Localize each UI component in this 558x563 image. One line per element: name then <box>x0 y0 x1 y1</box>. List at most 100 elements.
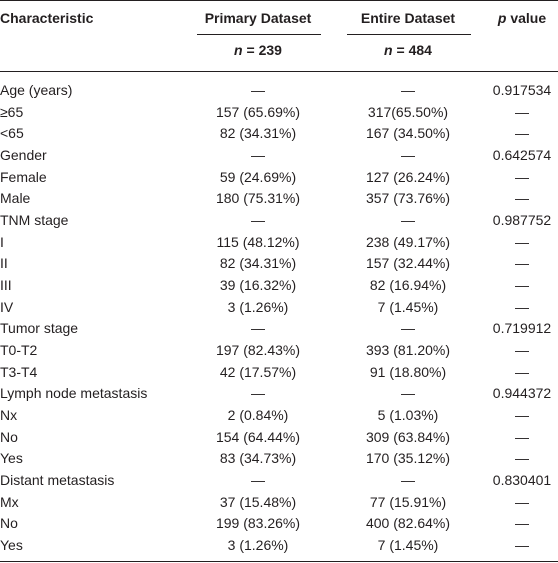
table-cell: — <box>515 190 529 207</box>
table-cell: — <box>515 450 529 467</box>
table-cell: 393 (81.20%) <box>365 342 451 359</box>
table-cell: 127 (26.24%) <box>365 168 451 185</box>
table-cell: 3 (1.26%) <box>227 537 289 554</box>
table-cell: 0.719912 <box>492 320 552 337</box>
table-cell: 83 (34.73%) <box>219 450 297 467</box>
table-cell: 39 (16.32%) <box>219 277 297 294</box>
table-cell: 7 (1.45%) <box>377 537 439 554</box>
table-cell: 59 (24.69%) <box>219 168 297 185</box>
table-cell: — <box>401 320 415 337</box>
table-cell: 197 (82.43%) <box>215 342 301 359</box>
table-cell: — <box>515 168 529 185</box>
table-cell: Male <box>0 190 31 207</box>
table-cell: IV <box>0 298 14 315</box>
table-cell: — <box>401 147 415 163</box>
table-cell: — <box>515 515 529 532</box>
table-cell: TNM stage <box>0 212 69 229</box>
table-cell: Gender <box>0 147 47 163</box>
table-cell: Age (years) <box>0 82 73 98</box>
table-cell: 0.987752 <box>492 212 552 229</box>
table-cell: 0.944372 <box>492 385 552 402</box>
table-cell: Nx <box>0 407 18 424</box>
table-cell: 0.917534 <box>492 82 552 98</box>
table-cell: 157 (32.44%) <box>365 255 451 272</box>
column-header: p value <box>442 8 558 28</box>
table-cell: 42 (17.57%) <box>219 363 297 380</box>
table-cell: — <box>515 233 529 250</box>
table-cell: 238 (49.17%) <box>365 233 451 250</box>
table-cell: 180 (75.31%) <box>215 190 301 207</box>
table-cell: — <box>515 103 529 120</box>
table-cell: 400 (82.64%) <box>365 515 451 532</box>
table-cell: 115 (48.12%) <box>216 233 300 250</box>
table-cell: 357 (73.76%) <box>365 190 451 207</box>
header-underline <box>347 34 471 35</box>
column-header: Primary Dataset <box>204 10 312 26</box>
top-rule <box>0 0 558 1</box>
table-cell: — <box>515 363 529 380</box>
n-symbol: n <box>234 42 243 58</box>
table-cell: 2 (0.84%) <box>227 407 289 424</box>
table-cell: — <box>515 255 529 272</box>
table-cell: T0-T2 <box>0 342 38 359</box>
n-label: = 484 <box>396 42 432 58</box>
table-cell: 199 (83.26%) <box>215 515 301 532</box>
column-header: Entire Dataset <box>360 10 456 26</box>
table-cell: 309 (63.84%) <box>365 428 451 445</box>
table-cell: 154 (64.44%) <box>215 428 301 445</box>
header-underline <box>197 34 321 35</box>
table-cell: — <box>251 385 265 402</box>
table-cell: 170 (35.12%) <box>365 450 451 467</box>
table-cell: 77 (15.91%) <box>369 493 447 510</box>
table-cell: — <box>251 320 265 337</box>
table-cell: 7 (1.45%) <box>377 298 439 315</box>
table-cell: 5 (1.03%) <box>377 407 439 424</box>
table-cell: 3 (1.26%) <box>227 298 289 315</box>
table-cell: — <box>251 212 265 229</box>
sample-size: n = 484 <box>328 40 488 60</box>
table-cell: 0.830401 <box>492 472 552 489</box>
table-cell: 91 (18.80%) <box>369 363 447 380</box>
table-cell: 317(65.50%) <box>367 103 449 120</box>
table-cell: — <box>401 82 415 98</box>
table-cell: Distant metastasis <box>0 472 115 489</box>
table-cell: — <box>515 493 529 510</box>
table-cell: Yes <box>0 537 23 554</box>
table-cell: — <box>515 407 529 424</box>
table-cell: 0.642574 <box>492 147 552 163</box>
bottom-rule <box>0 561 558 562</box>
table-cell: — <box>515 298 529 315</box>
table-cell: — <box>515 342 529 359</box>
table-cell: ≥65 <box>0 103 24 120</box>
table-cell: 167 (34.50%) <box>365 125 451 142</box>
table-cell: I <box>0 233 4 250</box>
table-cell: — <box>251 147 265 163</box>
table-cell: 82 (16.94%) <box>369 277 447 294</box>
n-label: = 239 <box>246 42 282 58</box>
table-cell: 82 (34.31%) <box>219 255 297 272</box>
table-cell: Female <box>0 168 47 185</box>
table-cell: No <box>0 515 18 532</box>
p-symbol: p <box>497 10 507 26</box>
n-symbol: n <box>384 42 393 58</box>
table-cell: — <box>251 472 265 489</box>
table-cell: Yes <box>0 450 23 467</box>
table-cell: — <box>515 125 529 142</box>
table-cell: <65 <box>0 125 24 142</box>
table-cell: — <box>401 212 415 229</box>
table-cell: 157 (65.69%) <box>215 103 301 120</box>
table-cell: — <box>401 472 415 489</box>
column-header: Characteristic <box>0 10 94 26</box>
table-cell: — <box>401 385 415 402</box>
table-cell: Tumor stage <box>0 320 79 337</box>
p-label: value <box>510 10 547 26</box>
table-cell: — <box>515 428 529 445</box>
table-cell: Lymph node metastasis <box>0 385 148 402</box>
table-cell: III <box>0 277 12 294</box>
table-cell: T3-T4 <box>0 363 38 380</box>
table-cell: No <box>0 428 18 445</box>
sample-size: n = 239 <box>178 40 338 60</box>
header-rule <box>0 71 558 72</box>
table-cell: — <box>515 537 529 554</box>
